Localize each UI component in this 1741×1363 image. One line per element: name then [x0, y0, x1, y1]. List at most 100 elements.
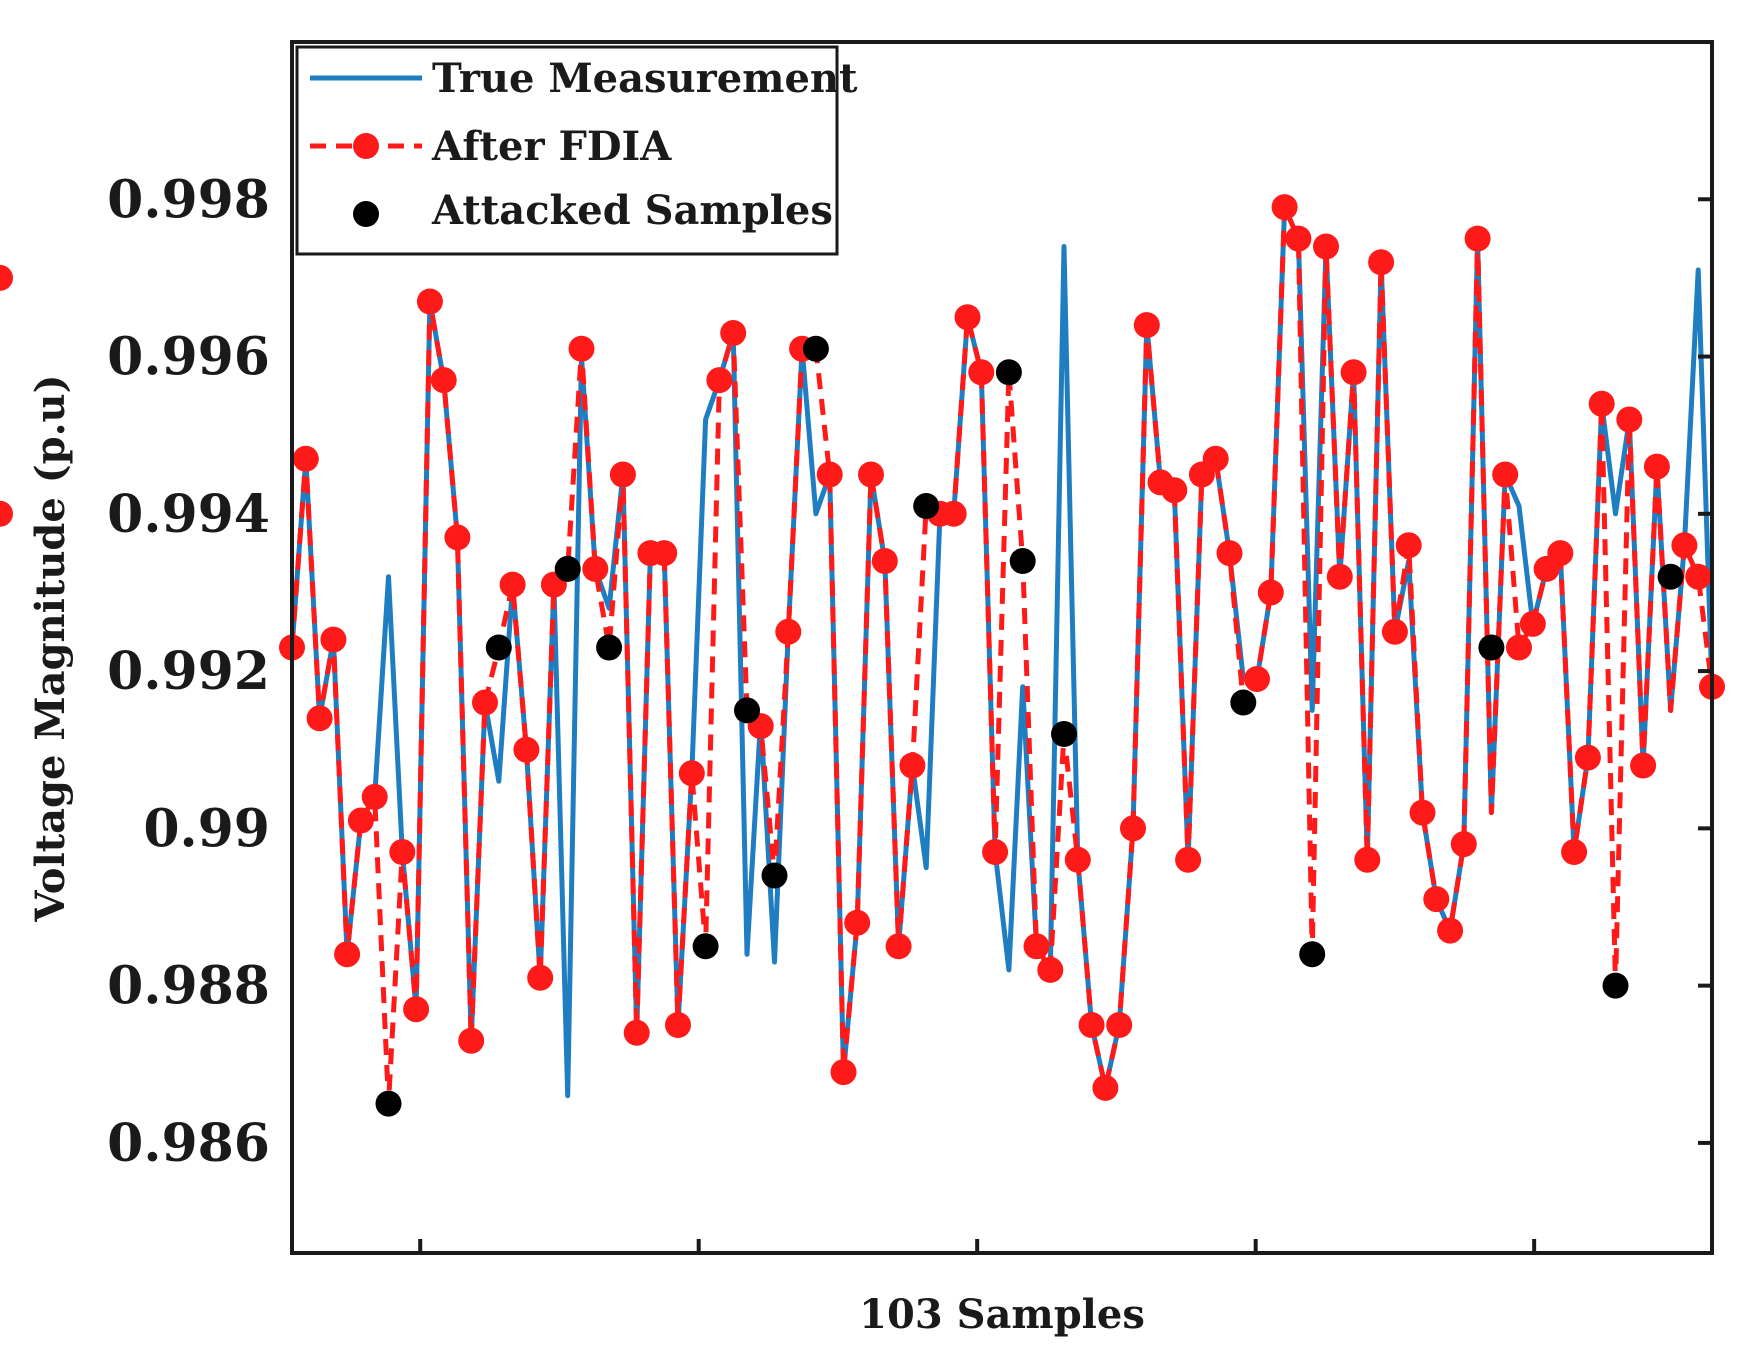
attacked-sample-point	[802, 335, 829, 362]
after-fdia-point	[472, 689, 498, 716]
after-fdia-point	[513, 736, 540, 763]
after-fdia-point	[1685, 563, 1712, 590]
after-fdia-point	[1023, 933, 1050, 960]
after-fdia-point	[1409, 799, 1436, 826]
after-fdia-point	[1464, 225, 1491, 252]
after-fdia-point	[1133, 312, 1160, 339]
after-fdia-point	[665, 1012, 691, 1038]
y-tick-label: 0.996	[107, 327, 270, 388]
after-fdia-point	[444, 524, 471, 551]
legend-true-measurement-label: True Measurement	[432, 55, 858, 102]
after-fdia-point	[1106, 1012, 1133, 1038]
after-fdia-point	[844, 909, 871, 936]
attacked-sample-point	[1230, 689, 1257, 716]
attacked-sample-point	[375, 1090, 402, 1117]
after-fdia-point	[968, 359, 995, 386]
after-fdia-point	[582, 555, 609, 582]
after-fdia-point	[361, 783, 388, 810]
legend-attacked-samples-marker	[353, 201, 379, 227]
after-fdia-point	[678, 760, 705, 787]
after-fdia-point	[0, 500, 13, 527]
after-fdia-point	[1326, 563, 1353, 590]
after-fdia-point	[651, 540, 678, 567]
attacked-sample-point	[692, 933, 719, 960]
attacked-sample-point	[1478, 634, 1505, 661]
after-fdia-point	[1437, 917, 1464, 944]
after-fdia-point	[1037, 956, 1064, 983]
attacked-sample-point	[1602, 972, 1629, 999]
after-fdia-point	[458, 1027, 485, 1054]
after-fdia-point	[430, 367, 457, 394]
y-tick-label: 0.994	[107, 484, 270, 545]
after-fdia-point	[885, 933, 912, 960]
attacked-sample-point	[485, 634, 512, 661]
after-fdia-point	[527, 964, 554, 991]
attacked-sample-point	[1009, 548, 1036, 574]
attacked-sample-point	[554, 555, 581, 582]
x-axis-label: 103 Samples	[859, 1291, 1145, 1338]
after-fdia-point	[292, 445, 319, 472]
plot-area-frame	[290, 40, 1714, 1255]
after-fdia-point	[623, 1019, 650, 1046]
after-fdia-point	[1671, 532, 1698, 559]
after-fdia-point	[1423, 886, 1450, 913]
after-fdia-point	[1561, 839, 1588, 865]
after-fdia-point	[416, 288, 443, 315]
after-fdia-point	[1492, 461, 1519, 488]
after-fdia-point	[1368, 249, 1395, 276]
after-fdia-point	[499, 571, 526, 598]
after-fdia-point	[1244, 666, 1270, 692]
after-fdia-point	[1381, 618, 1408, 645]
after-fdia-point	[1285, 225, 1312, 252]
after-fdia-point	[1506, 634, 1532, 661]
after-fdia-point	[320, 626, 347, 653]
after-fdia-point	[1202, 445, 1229, 472]
after-fdia-point	[940, 500, 967, 527]
after-fdia-point	[1643, 453, 1670, 480]
marks-layer	[0, 194, 1725, 1117]
after-fdia-point	[1547, 540, 1574, 567]
y-tick-label: 0.992	[107, 641, 270, 702]
after-fdia-point	[871, 548, 898, 574]
after-fdia-point	[389, 839, 416, 865]
after-fdia-point	[706, 367, 733, 394]
after-fdia-point	[1064, 846, 1091, 873]
after-fdia-point	[899, 752, 926, 779]
y-tick-label: 0.986	[107, 1113, 270, 1174]
attacked-sample-point	[734, 697, 760, 724]
series-line-after-fdia	[289, 204, 1715, 1107]
after-fdia-point	[1313, 233, 1339, 260]
axes-layer	[290, 40, 1714, 1255]
after-fdia-point	[1216, 540, 1243, 567]
ticks-layer: 0.986 0.988 0.99 0.992 0.994 0.996 0.998	[107, 169, 1712, 1253]
after-fdia-point	[0, 264, 13, 291]
after-fdia-point	[1588, 390, 1615, 417]
after-fdia-point	[403, 996, 430, 1023]
after-fdia-point	[830, 1059, 857, 1086]
after-fdia-point	[609, 461, 636, 488]
attacked-sample-point	[596, 634, 623, 661]
after-fdia-point	[858, 461, 884, 488]
after-fdia-point	[1616, 406, 1643, 433]
after-fdia-point	[954, 304, 981, 331]
legend: True Measurement After FDIA Attacked Sam…	[295, 45, 858, 256]
attacked-sample-point	[913, 493, 940, 519]
attacked-sample-point	[1051, 721, 1077, 747]
after-fdia-point	[306, 705, 333, 732]
after-fdia-point	[720, 320, 747, 346]
after-fdia-point	[816, 461, 843, 488]
after-fdia-point	[1354, 846, 1381, 873]
after-fdia-point	[1630, 752, 1657, 779]
y-axis-label: Voltage Magnitude (p.u)	[27, 374, 74, 922]
after-fdia-point	[1340, 359, 1367, 386]
attacked-sample-point	[995, 359, 1022, 386]
attacked-sample-point	[761, 862, 788, 889]
after-fdia-point	[1092, 1074, 1119, 1101]
after-fdia-point	[1395, 532, 1422, 559]
after-fdia-point	[1574, 744, 1601, 771]
legend-after-fdia-label: After FDIA	[431, 123, 672, 170]
y-tick-label: 0.988	[107, 956, 270, 1017]
after-fdia-point	[1257, 579, 1284, 606]
